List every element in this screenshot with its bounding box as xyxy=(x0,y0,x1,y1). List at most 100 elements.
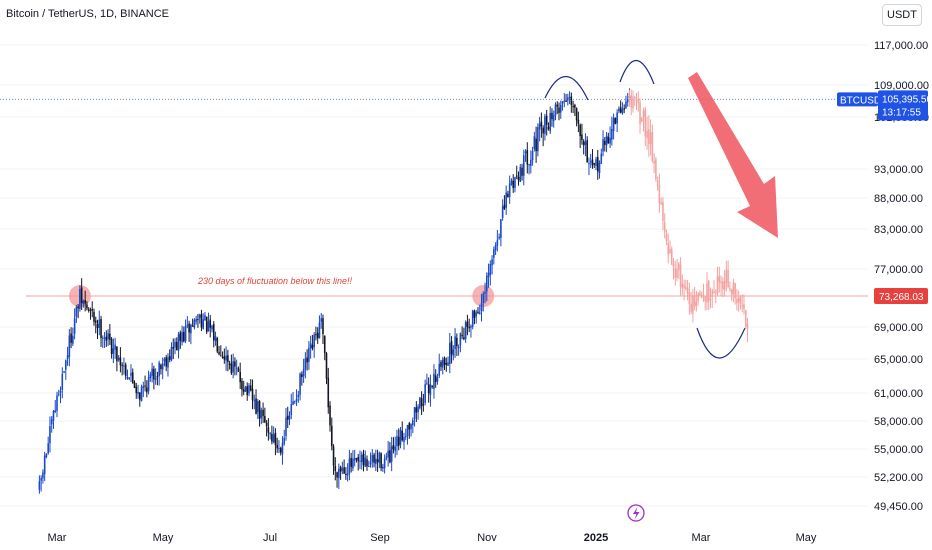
candle xyxy=(86,301,88,311)
candle xyxy=(156,371,159,386)
candle-body xyxy=(160,364,162,370)
candle xyxy=(579,123,581,149)
candle-body xyxy=(165,357,168,367)
candle-body xyxy=(538,123,541,130)
candle-body xyxy=(279,448,282,453)
forecast-candle xyxy=(688,282,691,315)
candle-body xyxy=(683,284,685,288)
lightning-icon[interactable] xyxy=(627,504,645,522)
resistance-annotation: 230 days of fluctuation below this line!… xyxy=(197,276,353,286)
candle-body xyxy=(383,458,386,469)
candle xyxy=(168,349,171,363)
candle xyxy=(367,460,370,468)
candle-body xyxy=(706,283,708,303)
forecast-candle xyxy=(736,289,738,311)
candle-body xyxy=(212,324,215,341)
candle xyxy=(288,411,291,426)
forecast-candle xyxy=(692,288,694,323)
candle xyxy=(151,362,153,383)
candle-body xyxy=(385,456,388,458)
candle xyxy=(262,402,264,424)
forecast-candle xyxy=(677,262,680,280)
candle-body xyxy=(598,162,601,174)
candle xyxy=(249,379,252,392)
candle xyxy=(362,449,365,472)
candle xyxy=(63,371,65,374)
candle-body xyxy=(521,167,523,176)
candle-body xyxy=(493,249,495,258)
candle xyxy=(318,315,321,339)
candle xyxy=(258,400,261,427)
candle xyxy=(302,358,305,383)
candle-body xyxy=(216,338,219,352)
candle xyxy=(364,450,367,467)
candle xyxy=(619,100,622,114)
candle xyxy=(79,285,81,312)
price-tick-label: 55,000.00 xyxy=(874,444,923,456)
candle-body xyxy=(72,335,74,344)
price-tick-label: 58,000.00 xyxy=(874,416,923,428)
forecast-candle xyxy=(720,275,722,296)
candle xyxy=(471,309,474,330)
candle-body xyxy=(436,377,439,382)
candle xyxy=(500,218,502,247)
candle xyxy=(211,324,213,333)
candle xyxy=(138,392,141,407)
candle xyxy=(133,380,136,389)
candle xyxy=(459,332,462,353)
candle-body xyxy=(297,394,300,398)
candle xyxy=(190,323,192,345)
candle-body xyxy=(741,305,743,307)
candle-body xyxy=(123,365,125,367)
candle-body xyxy=(456,337,458,347)
candle-body xyxy=(223,356,226,360)
candle-body xyxy=(591,159,594,166)
candle-body xyxy=(410,423,412,430)
candle xyxy=(165,354,168,372)
candle xyxy=(346,463,349,482)
candle xyxy=(57,389,60,397)
candle-body xyxy=(260,409,263,418)
candle xyxy=(130,364,132,382)
forecast-candle xyxy=(744,309,747,329)
forecast-candle xyxy=(706,272,708,311)
candle xyxy=(212,320,215,348)
candle-body xyxy=(660,202,662,204)
forecast-candle xyxy=(686,279,689,301)
candle-body xyxy=(640,117,643,122)
candle-body xyxy=(54,410,57,413)
candle-body xyxy=(276,444,278,449)
candle xyxy=(385,452,388,461)
candle xyxy=(461,326,463,340)
candle-body xyxy=(459,333,462,346)
candle-body xyxy=(269,433,271,435)
candle xyxy=(105,330,108,347)
candle-body xyxy=(674,267,677,278)
candle-body xyxy=(220,355,222,357)
candle xyxy=(334,457,337,481)
candle-body xyxy=(293,401,296,403)
candle-body xyxy=(202,319,204,329)
candle-body xyxy=(211,325,213,330)
candle-body xyxy=(285,417,287,437)
forecast-candle xyxy=(669,240,671,254)
candle-body xyxy=(559,104,562,113)
candle xyxy=(607,132,610,144)
candle-body xyxy=(184,325,187,342)
candle-body xyxy=(563,100,566,102)
candle xyxy=(123,357,125,375)
candle-body xyxy=(343,467,345,474)
candle xyxy=(309,335,312,359)
candle-body xyxy=(153,368,155,380)
price-tick-label: 88,000.00 xyxy=(874,193,923,205)
candle xyxy=(537,123,539,157)
resistance-tag-bg xyxy=(874,288,928,305)
candle-body xyxy=(396,436,398,447)
currency-button[interactable]: USDT xyxy=(882,4,922,26)
candle-body xyxy=(537,127,539,152)
candle xyxy=(357,453,360,471)
candle-body xyxy=(746,324,749,330)
forecast-candle xyxy=(674,260,677,286)
candle-body xyxy=(135,386,138,393)
